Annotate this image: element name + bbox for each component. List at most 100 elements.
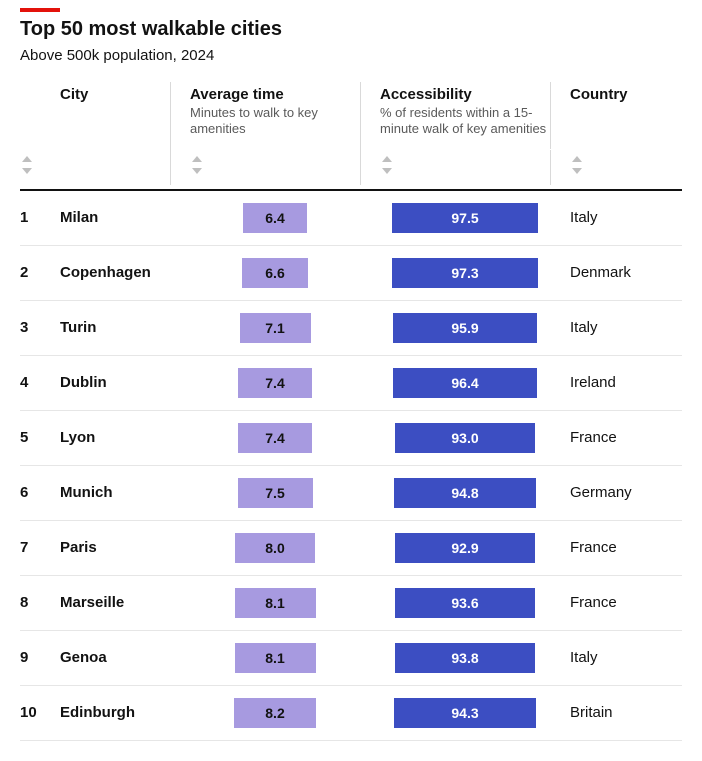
acc-bar: 93.0 bbox=[395, 423, 535, 453]
avg-cell: 8.1 bbox=[180, 588, 370, 618]
header-avg-sub: Minutes to walk to key amenities bbox=[190, 105, 360, 138]
table-body: 1Milan6.497.5Italy2Copenhagen6.697.3Denm… bbox=[20, 191, 682, 741]
header-acc-label: Accessibility bbox=[380, 86, 550, 103]
city-cell: Edinburgh bbox=[60, 704, 180, 721]
rank-cell: 7 bbox=[20, 539, 60, 556]
table-row: 2Copenhagen 6.6 97.3 Denmark bbox=[20, 246, 682, 301]
acc-cell: 93.8 bbox=[370, 643, 560, 673]
acc-bar: 93.6 bbox=[395, 588, 535, 618]
table-row: 8Marseille 8.1 93.6 France bbox=[20, 576, 682, 631]
avg-cell: 8.1 bbox=[180, 643, 370, 673]
country-cell: France bbox=[560, 594, 682, 611]
avg-cell: 6.4 bbox=[180, 203, 370, 233]
table-row: 10Edinburgh 8.2 94.3 Britain bbox=[20, 686, 682, 741]
sort-icon[interactable] bbox=[190, 156, 204, 174]
country-cell: Germany bbox=[560, 484, 682, 501]
table-title: Top 50 most walkable cities bbox=[20, 18, 682, 41]
table-row: 5Lyon7.4 93.0 France bbox=[20, 411, 682, 466]
country-cell: France bbox=[560, 539, 682, 556]
column-headers: City Average time Minutes to walk to key… bbox=[20, 82, 682, 142]
country-cell: Denmark bbox=[560, 264, 682, 281]
country-cell: Britain bbox=[560, 704, 682, 721]
avg-cell: 8.2 bbox=[180, 698, 370, 728]
sort-icon[interactable] bbox=[570, 156, 584, 174]
country-cell: Italy bbox=[560, 319, 682, 336]
city-cell: Genoa bbox=[60, 649, 180, 666]
rank-cell: 5 bbox=[20, 429, 60, 446]
avg-cell: 7.4 bbox=[180, 423, 370, 453]
acc-bar: 93.8 bbox=[395, 643, 536, 673]
header-rank bbox=[20, 82, 60, 90]
acc-bar: 94.8 bbox=[394, 478, 536, 508]
avg-bar: 8.2 bbox=[234, 698, 316, 728]
avg-bar: 8.1 bbox=[235, 588, 316, 618]
city-cell: Munich bbox=[60, 484, 180, 501]
sort-icon[interactable] bbox=[20, 156, 34, 174]
rank-cell: 4 bbox=[20, 374, 60, 391]
acc-cell: 97.3 bbox=[370, 258, 560, 288]
avg-bar: 8.0 bbox=[235, 533, 315, 563]
country-cell: Ireland bbox=[560, 374, 682, 391]
header-avg: Average time Minutes to walk to key amen… bbox=[180, 82, 370, 142]
table-row: 9Genoa8.193.8Italy bbox=[20, 631, 682, 686]
avg-bar: 7.5 bbox=[238, 478, 313, 508]
table-row: 1Milan 6.4 97.5 Italy bbox=[20, 191, 682, 246]
acc-cell: 93.6 bbox=[370, 588, 560, 618]
country-cell: France bbox=[560, 429, 682, 446]
sort-controls bbox=[20, 156, 682, 191]
acc-cell: 93.0 bbox=[370, 423, 560, 453]
acc-cell: 96.4 bbox=[370, 368, 560, 398]
city-cell: Dublin bbox=[60, 374, 180, 391]
avg-bar: 6.6 bbox=[242, 258, 308, 288]
header-city: City bbox=[60, 82, 180, 109]
avg-cell: 6.6 bbox=[180, 258, 370, 288]
acc-cell: 94.8 bbox=[370, 478, 560, 508]
table-subtitle: Above 500k population, 2024 bbox=[20, 47, 682, 64]
sort-icon[interactable] bbox=[380, 156, 394, 174]
avg-cell: 8.0 bbox=[180, 533, 370, 563]
acc-bar: 97.5 bbox=[392, 203, 538, 233]
acc-bar: 92.9 bbox=[395, 533, 534, 563]
acc-cell: 92.9 bbox=[370, 533, 560, 563]
walkable-cities-table: Top 50 most walkable cities Above 500k p… bbox=[0, 0, 702, 761]
acc-cell: 97.5 bbox=[370, 203, 560, 233]
rank-cell: 2 bbox=[20, 264, 60, 281]
avg-cell: 7.1 bbox=[180, 313, 370, 343]
city-cell: Paris bbox=[60, 539, 180, 556]
avg-bar: 8.1 bbox=[235, 643, 316, 673]
rank-cell: 10 bbox=[20, 704, 60, 721]
table-row: 4Dublin 7.4 96.4 Ireland bbox=[20, 356, 682, 411]
avg-cell: 7.5 bbox=[180, 478, 370, 508]
avg-bar: 7.1 bbox=[240, 313, 311, 343]
rank-cell: 8 bbox=[20, 594, 60, 611]
header-country-label: Country bbox=[570, 86, 672, 103]
city-cell: Turin bbox=[60, 319, 180, 336]
acc-cell: 95.9 bbox=[370, 313, 560, 343]
city-cell: Lyon bbox=[60, 429, 180, 446]
rank-cell: 6 bbox=[20, 484, 60, 501]
avg-cell: 7.4 bbox=[180, 368, 370, 398]
header-acc: Accessibility % of residents within a 15… bbox=[370, 82, 560, 142]
table-row: 3Turin 7.1 95.9Italy bbox=[20, 301, 682, 356]
city-cell: Copenhagen bbox=[60, 264, 180, 281]
acc-bar: 96.4 bbox=[393, 368, 538, 398]
table-row: 6Munich 7.5 94.8 Germany bbox=[20, 466, 682, 521]
header-city-label: City bbox=[60, 86, 170, 103]
city-cell: Milan bbox=[60, 209, 180, 226]
header-country: Country bbox=[560, 82, 682, 109]
sort-avg bbox=[180, 156, 370, 179]
rank-cell: 9 bbox=[20, 649, 60, 666]
rank-cell: 3 bbox=[20, 319, 60, 336]
sort-rank bbox=[20, 156, 60, 179]
acc-bar: 94.3 bbox=[394, 698, 535, 728]
country-cell: Italy bbox=[560, 209, 682, 226]
acc-cell: 94.3 bbox=[370, 698, 560, 728]
accent-bar bbox=[20, 8, 60, 12]
sort-country bbox=[560, 156, 682, 179]
sort-acc bbox=[370, 156, 560, 179]
city-cell: Marseille bbox=[60, 594, 180, 611]
avg-bar: 6.4 bbox=[243, 203, 307, 233]
rank-cell: 1 bbox=[20, 209, 60, 226]
avg-bar: 7.4 bbox=[238, 368, 312, 398]
acc-bar: 97.3 bbox=[392, 258, 538, 288]
